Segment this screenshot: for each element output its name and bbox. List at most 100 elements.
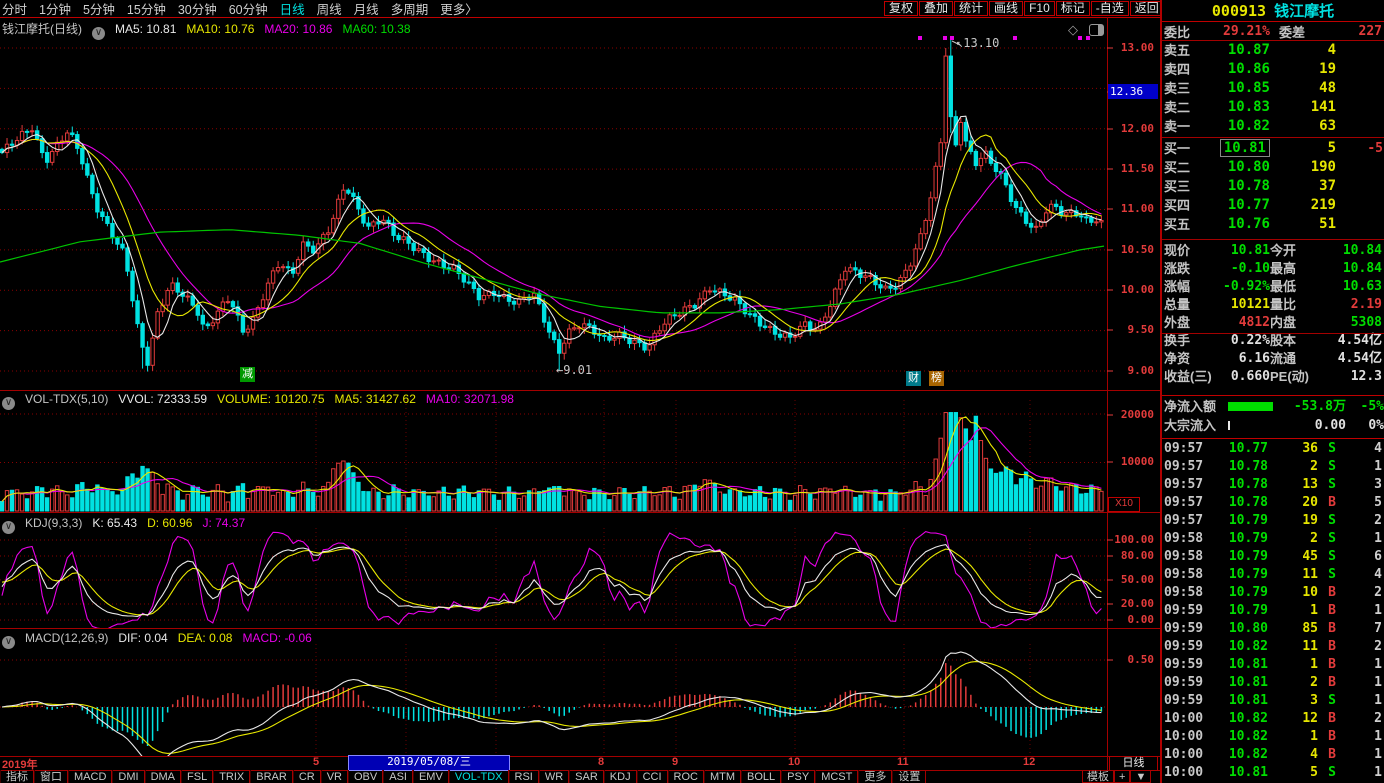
indicator-tab-WR[interactable]: WR (538, 770, 570, 783)
tick-flag: S (1328, 693, 1336, 708)
toolbar-button-标记[interactable]: 标记 (1055, 1, 1090, 16)
period-5分钟[interactable]: 5分钟 (82, 3, 115, 17)
period-日线[interactable]: 日线 (279, 3, 305, 17)
period-多周期[interactable]: 多周期 (390, 3, 429, 17)
indicator-tab-DMI[interactable]: DMI (112, 770, 145, 783)
period-月线[interactable]: 月线 (353, 3, 379, 17)
indicator-tab-VOL-TDX[interactable]: VOL-TDX (448, 770, 509, 783)
info-value: -0.10 (1230, 261, 1270, 276)
indicator-tab-设置[interactable]: 设置 (892, 770, 927, 783)
ask-row[interactable]: 卖四 10.86 19 (1164, 60, 1384, 79)
period-1分钟[interactable]: 1分钟 (39, 3, 71, 17)
kdj-series (1, 530, 1102, 628)
toolbar-button--自选[interactable]: -自选 (1090, 1, 1129, 16)
ask-row[interactable]: 卖二 10.83 141 (1164, 98, 1384, 117)
tick-flag: S (1328, 567, 1336, 582)
tick-flag: B (1328, 495, 1336, 510)
indicator-tab-BOLL[interactable]: BOLL (741, 770, 782, 783)
info-row: 换手 0.22% 股本 4.54亿 (1164, 332, 1384, 350)
indicator-tab-更多[interactable]: 更多 (858, 770, 893, 783)
info-value: 4.54亿 (1337, 333, 1382, 348)
tab-right-+[interactable]: + (1114, 770, 1131, 783)
indicator-tab-MCST[interactable]: MCST (815, 770, 859, 783)
indicator-tab-CCI[interactable]: CCI (636, 770, 668, 783)
bid-row[interactable]: 买五 10.76 51 (1164, 215, 1384, 234)
tick-price: 10.79 (1228, 531, 1268, 546)
tick-count: 1 (1374, 747, 1382, 762)
indicator-tab-SAR[interactable]: SAR (569, 770, 604, 783)
ob-label: 买二 (1164, 160, 1191, 175)
bid-row[interactable]: 买一 10.81 5 -5 (1164, 139, 1384, 158)
tab-right-▼[interactable]: ▼ (1130, 770, 1152, 783)
ask-row[interactable]: 卖三 10.85 48 (1164, 79, 1384, 98)
toolbar-button-统计[interactable]: 统计 (954, 1, 989, 16)
ob-price: 10.85 (1227, 80, 1270, 96)
tick-count: 1 (1374, 765, 1382, 780)
tick-count: 3 (1374, 477, 1382, 492)
period-30分钟[interactable]: 30分钟 (177, 3, 217, 17)
indicator-tab-FSL[interactable]: FSL (181, 770, 214, 783)
diamond-icon[interactable]: ◇ (1068, 22, 1078, 37)
tick-volume: 2 (1310, 531, 1318, 546)
period-60分钟[interactable]: 60分钟 (228, 3, 268, 17)
ask-row[interactable]: 卖五 10.87 4 (1164, 41, 1384, 60)
toolbar-button-F10[interactable]: F10 (1024, 1, 1055, 16)
tick-count: 1 (1374, 693, 1382, 708)
collapse-icon[interactable]: ∨ (92, 27, 105, 40)
month-label-9: 9 (672, 756, 679, 768)
tick-time: 10:00 (1164, 765, 1204, 780)
flow-pct: -5% (1360, 399, 1384, 414)
indicator-tab-VR[interactable]: VR (320, 770, 348, 783)
kdj-axis-label: 0.00 (1127, 613, 1155, 626)
toolbar-button-复权[interactable]: 复权 (884, 1, 919, 16)
info-value: 4812 (1238, 315, 1270, 330)
indicator-tab-DMA[interactable]: DMA (144, 770, 182, 783)
info-value: 10.63 (1342, 279, 1382, 294)
volume-axis-label: 10000 (1120, 455, 1154, 468)
bid-row[interactable]: 买三 10.78 37 (1164, 177, 1384, 196)
tab-right-模板[interactable]: 模板 (1082, 770, 1114, 783)
tick-price: 10.81 (1228, 693, 1268, 708)
toolbar-button-画线[interactable]: 画线 (989, 1, 1024, 16)
indicator-tab-PSY[interactable]: PSY (781, 770, 816, 783)
indicator-tab-KDJ[interactable]: KDJ (603, 770, 637, 783)
volume-series (0, 412, 1104, 512)
indicator-tab-ASI[interactable]: ASI (383, 770, 413, 783)
period-分时[interactable]: 分时 (2, 3, 28, 17)
panel-icon[interactable] (1089, 24, 1104, 36)
bid-row[interactable]: 买四 10.77 219 (1164, 196, 1384, 215)
signal-dot (1086, 36, 1090, 40)
price-axis-label: 11.00 (1120, 202, 1154, 215)
indicator-tab-EMV[interactable]: EMV (412, 770, 449, 783)
info-cell: 最高 10.84 (1270, 260, 1382, 278)
flow-bar-fill (1228, 421, 1230, 430)
period-更多〉[interactable]: 更多〉 (440, 3, 478, 17)
indicator-tab-MACD[interactable]: MACD (68, 770, 113, 783)
collapse-icon[interactable]: ∨ (2, 636, 15, 649)
tick-row: 09:59 10.81 3 S 1 (1164, 692, 1384, 710)
toolbar-button-叠加[interactable]: 叠加 (919, 1, 954, 16)
indicator-tab-CR[interactable]: CR (292, 770, 321, 783)
bid-row[interactable]: 买二 10.80 190 (1164, 158, 1384, 177)
tick-volume: 10 (1302, 585, 1318, 600)
period-15分钟[interactable]: 15分钟 (126, 3, 166, 17)
tick-flag: B (1328, 639, 1336, 654)
period-周线[interactable]: 周线 (316, 3, 342, 17)
indicator-tab-RSI[interactable]: RSI (508, 770, 539, 783)
ask-row[interactable]: 卖一 10.82 63 (1164, 117, 1384, 136)
tick-row: 10:00 10.82 1 B 1 (1164, 728, 1384, 746)
collapse-icon[interactable]: ∨ (2, 397, 15, 410)
indicator-tab-MTM[interactable]: MTM (703, 770, 742, 783)
info-cell: 净资 6.16 (1164, 350, 1270, 368)
tick-price: 10.82 (1228, 639, 1268, 654)
event-badge-榜: 榜 (929, 371, 944, 386)
indicator-tab-TRIX[interactable]: TRIX (213, 770, 251, 783)
indicator-tab-指标[interactable]: 指标 (0, 770, 34, 783)
chart-title: 钱江摩托(日线) (2, 22, 82, 36)
tick-flag: B (1328, 657, 1336, 672)
indicator-tab-BRAR[interactable]: BRAR (250, 770, 293, 783)
indicator-tab-OBV[interactable]: OBV (348, 770, 384, 783)
indicator-tab-窗口[interactable]: 窗口 (34, 770, 68, 783)
collapse-icon[interactable]: ∨ (2, 521, 15, 534)
indicator-tab-ROC[interactable]: ROC (667, 770, 704, 783)
